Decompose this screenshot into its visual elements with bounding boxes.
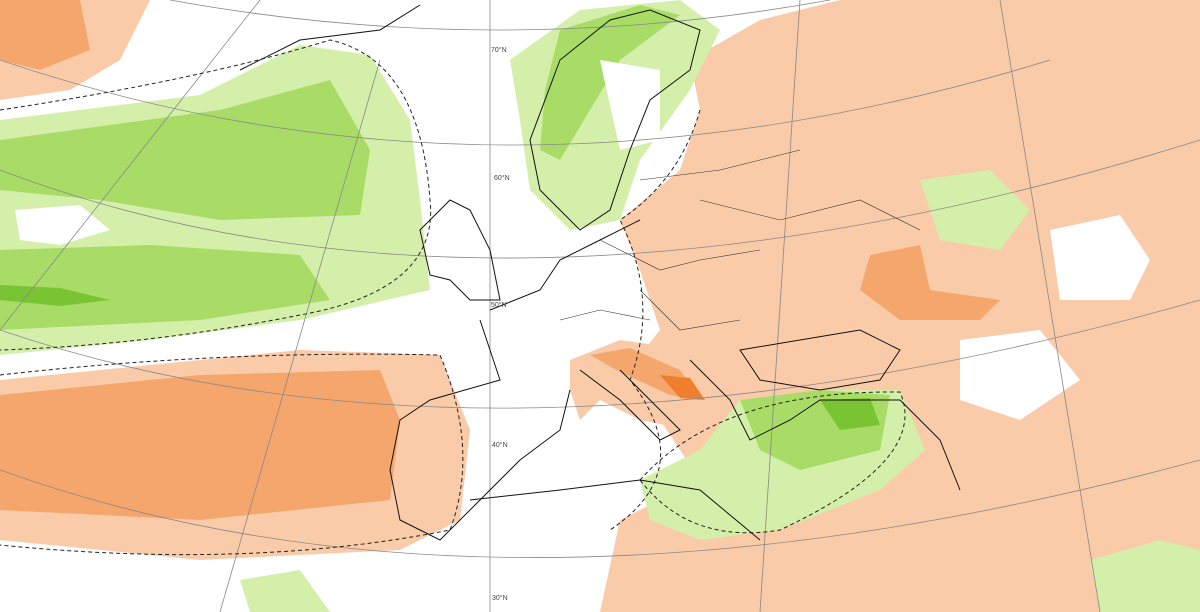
graticule-line: [999, 0, 1101, 612]
negative-anomaly-se: [1090, 540, 1200, 612]
coastline: [739, 329, 901, 391]
negative-anomaly-atlantic-core: [0, 245, 330, 330]
graticule-line: [0, 59, 1051, 146]
negative-anomaly-atlantic-peak: [0, 285, 110, 306]
negative-anomaly-mediterranean-peak: [820, 398, 880, 430]
zero-contour: [609, 109, 701, 531]
graticule-line: [219, 59, 381, 612]
positive-anomaly-adriatic-peak: [660, 375, 705, 400]
coastline: [579, 359, 961, 491]
latitude-label: 50°N: [491, 301, 507, 309]
neutral-patch: [1050, 215, 1150, 300]
latitude-label: 70°N: [491, 46, 507, 54]
graticule-line: [759, 0, 801, 612]
graticule-line: [0, 0, 261, 331]
country-border: [559, 149, 921, 331]
zero-contour: [639, 391, 906, 534]
latitude-label: 30°N: [492, 594, 508, 602]
negative-anomaly-scandinavia-core: [540, 5, 680, 160]
coastline: [419, 199, 501, 301]
graticule-line: [0, 139, 1200, 259]
coastline: [239, 4, 421, 71]
latitude-label: 60°N: [494, 174, 510, 182]
coastline: [389, 219, 641, 541]
coastline: [469, 479, 761, 541]
positive-anomaly-subtropics-core: [0, 370, 400, 520]
negative-anomaly-atlantic-core: [0, 80, 370, 220]
negative-anomaly-sw: [240, 570, 330, 612]
zero-contour: [0, 39, 432, 351]
zero-contour: [0, 353, 464, 556]
negative-anomaly-caspian: [920, 170, 1030, 250]
positive-anomaly-core: [860, 245, 1000, 320]
graticule-line: [0, 299, 1200, 409]
positive-anomaly-nw-core: [0, 0, 90, 70]
graticule-line: [169, 0, 831, 31]
neutral-patch: [15, 205, 110, 245]
graticule-line: [0, 459, 1200, 558]
neutral-patch: [600, 60, 660, 150]
latitude-label: 40°N: [492, 441, 508, 449]
coastline: [529, 9, 701, 231]
